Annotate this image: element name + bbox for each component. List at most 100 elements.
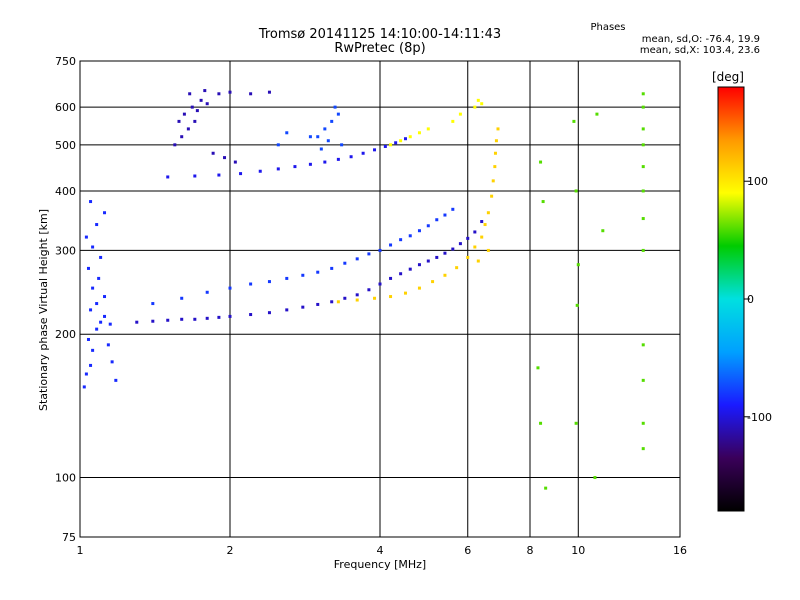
echo-point (490, 194, 494, 198)
echo-point (493, 151, 497, 155)
colorbar (717, 86, 745, 512)
echo-point (336, 112, 340, 116)
echo-point (595, 112, 599, 116)
echo-point (276, 143, 280, 147)
echo-point (473, 245, 477, 249)
echo-point (443, 213, 447, 217)
echo-point (486, 211, 490, 215)
echo-point (480, 102, 484, 106)
echo-point (239, 172, 243, 176)
grid-lines (80, 61, 680, 537)
echo-point (641, 105, 645, 109)
x-tick-label: 4 (377, 544, 384, 557)
echo-point (340, 143, 344, 147)
echo-point (217, 173, 221, 177)
x-axis-ticks: 1 2 4 6 8 10 16 (77, 544, 688, 557)
echo-point (480, 235, 484, 239)
echo-point (408, 234, 412, 238)
echo-point (378, 282, 382, 286)
echo-point (486, 248, 490, 252)
echo-point (389, 295, 393, 299)
echo-point (367, 252, 371, 256)
echo-point (451, 119, 455, 123)
echo-point (451, 207, 455, 211)
echo-point (180, 317, 184, 321)
echo-point (539, 160, 543, 164)
echo-point (443, 251, 447, 255)
echo-point (205, 290, 209, 294)
echo-point (349, 155, 353, 159)
echo-point (355, 298, 359, 302)
x-tick-label: 10 (571, 544, 585, 557)
chart-subtitle: RwPretec (8p) (334, 41, 426, 56)
echo-point (417, 229, 421, 233)
colorbar-ticks: 100 0 -100 (744, 175, 772, 424)
echo-point (223, 156, 227, 160)
x-tick-label: 1 (77, 544, 84, 557)
echo-point (601, 229, 605, 233)
echo-point (330, 300, 334, 304)
echo-point (426, 259, 430, 263)
echo-point (443, 273, 447, 277)
x-tick-label: 16 (673, 544, 687, 557)
echo-point (383, 144, 387, 148)
echo-point (103, 211, 107, 215)
echo-point (316, 135, 320, 139)
echo-point (276, 167, 280, 171)
echo-point (408, 135, 412, 139)
echo-point (476, 259, 480, 263)
echo-point (108, 322, 112, 326)
echo-point (389, 276, 393, 280)
echo-point (151, 302, 155, 306)
echo-point (333, 105, 337, 109)
echo-point (641, 92, 645, 96)
echo-point (473, 105, 477, 109)
y-tick-label: 200 (55, 328, 76, 341)
echo-point (86, 266, 90, 270)
echo-point (84, 372, 88, 376)
echo-point (99, 255, 103, 259)
echo-point (336, 157, 340, 161)
echo-point (408, 267, 412, 271)
echo-point (193, 174, 197, 178)
echo-point (355, 257, 359, 261)
echo-point (403, 291, 407, 295)
x-tick-label: 8 (527, 544, 534, 557)
echo-point (399, 272, 403, 276)
echo-point (323, 160, 327, 164)
echo-point (417, 286, 421, 290)
echo-point (641, 248, 645, 252)
echo-point (435, 255, 439, 259)
echo-point (319, 147, 323, 151)
echo-point (308, 162, 312, 166)
echo-point (466, 255, 470, 259)
echo-point (480, 220, 484, 224)
echo-point (205, 316, 209, 320)
echo-point (205, 102, 209, 106)
echo-point (228, 286, 232, 290)
echo-point (458, 242, 462, 246)
y-tick-label: 75 (62, 531, 76, 544)
echo-point (378, 248, 382, 252)
echo-point (417, 263, 421, 267)
y-tick-label: 600 (55, 101, 76, 114)
y-axis-ticks: 75 100 200 300 400 500 600 750 (55, 55, 76, 544)
echo-point (228, 90, 232, 94)
echo-point (190, 105, 194, 109)
echo-point (473, 230, 477, 234)
echo-point (316, 270, 320, 274)
echo-point (389, 243, 393, 247)
y-axis-label: Stationary phase Virtual Height [km] (37, 209, 50, 411)
echo-point (91, 286, 95, 290)
echo-point (193, 317, 197, 321)
echo-point (293, 165, 297, 169)
echo-point (417, 131, 421, 135)
echo-point (451, 247, 455, 251)
data-points (82, 89, 645, 490)
echo-point (373, 148, 377, 152)
echo-point (316, 302, 320, 306)
echo-point (343, 296, 347, 300)
echo-point (308, 135, 312, 139)
echo-point (217, 92, 221, 96)
